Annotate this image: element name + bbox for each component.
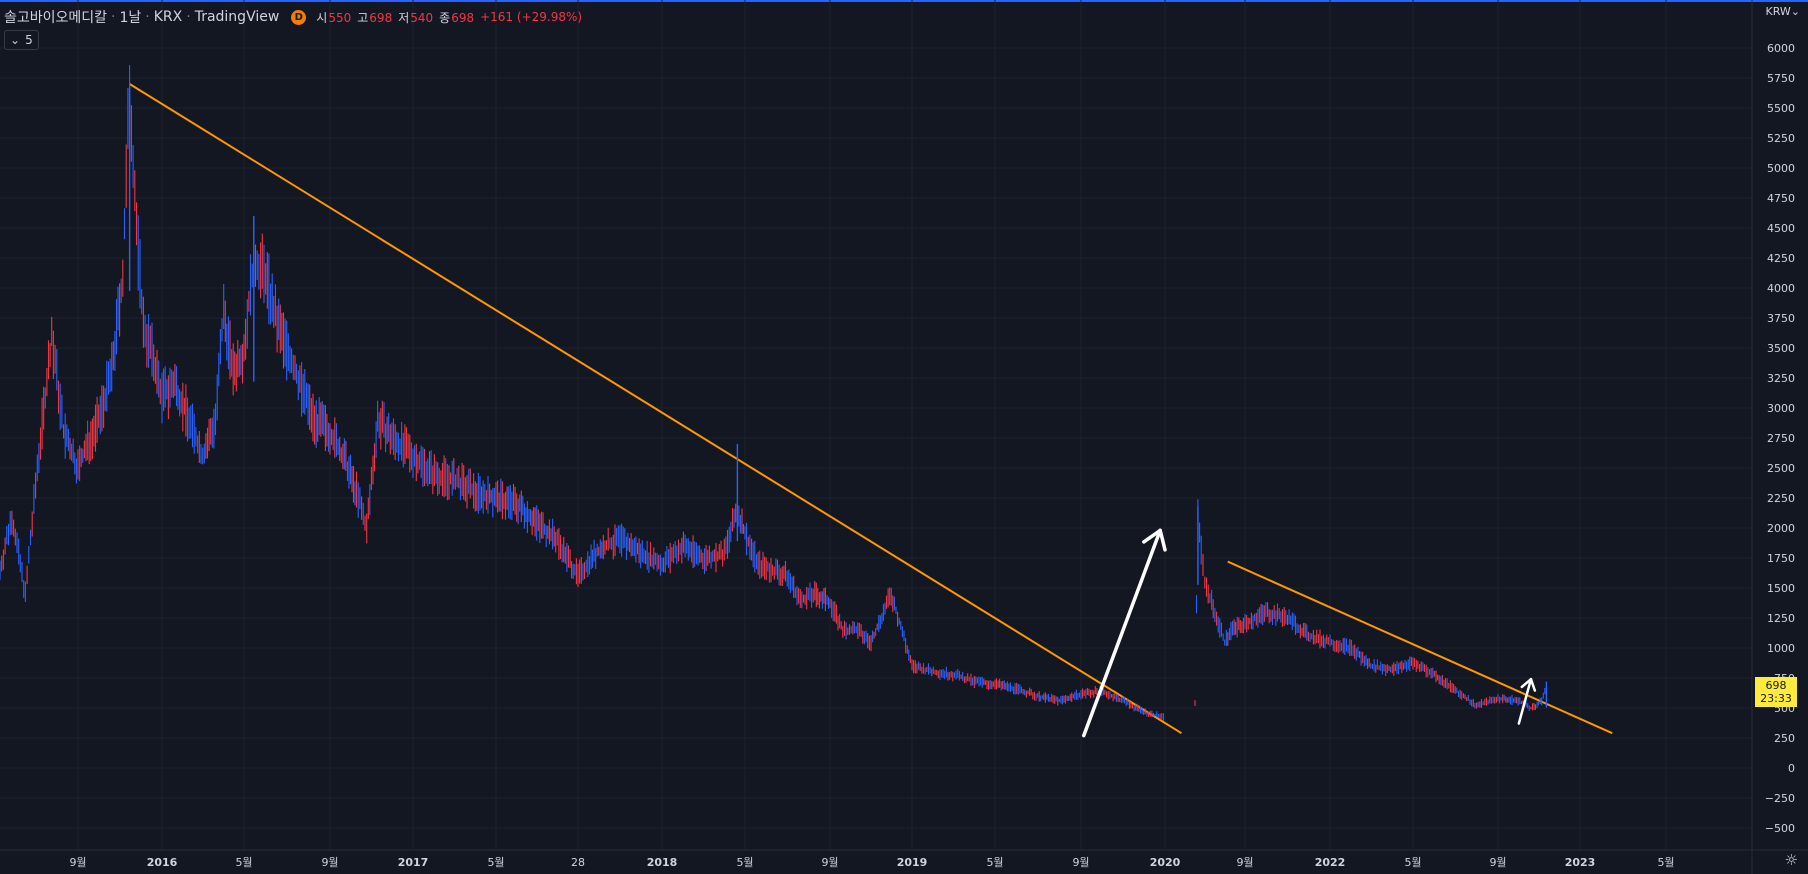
price-series <box>0 65 1548 721</box>
x-tick-label: 5월 <box>235 856 252 869</box>
y-tick-label: 5750 <box>1767 72 1795 85</box>
x-tick-label: 9월 <box>1072 856 1089 869</box>
x-tick-label: 5월 <box>1404 856 1421 869</box>
top-accent-line <box>0 0 1808 2</box>
interval-label[interactable]: 1날 <box>119 10 142 26</box>
arrow-head <box>1158 528 1167 552</box>
ohlc-high: 고698 <box>357 10 393 25</box>
y-tick-label: 0 <box>1788 762 1795 775</box>
indicator-toggle-button[interactable]: ⌄ 5 <box>4 30 39 50</box>
y-tick-label: 2500 <box>1767 462 1795 475</box>
x-tick-label: 9월 <box>821 856 838 869</box>
platform-label: TradingView <box>194 9 280 25</box>
trendlines <box>129 83 1613 735</box>
last-price-tag: 698 23:33 <box>1755 677 1797 707</box>
x-tick-label: 2022 <box>1315 856 1346 869</box>
x-tick-label: 2019 <box>897 856 928 869</box>
y-tick-label: 2750 <box>1767 432 1795 445</box>
arrow-shaft <box>1082 528 1162 738</box>
ohlc-close: 종698 <box>439 10 475 25</box>
y-tick-label: 1500 <box>1767 582 1795 595</box>
indicator-count: 5 <box>25 33 33 47</box>
arrow-head <box>1520 677 1533 689</box>
arrow-head <box>1529 677 1537 692</box>
x-tick-label: 9월 <box>69 856 86 869</box>
trendline <box>129 83 1183 735</box>
arrow-head <box>1142 528 1162 544</box>
x-tick-label: 2017 <box>398 856 429 869</box>
ohlc-open: 시550 <box>316 10 352 25</box>
x-tick-label: 2018 <box>647 856 678 869</box>
x-tick-label: 9월 <box>321 856 338 869</box>
chevron-down-icon: ⌄ <box>1790 5 1800 18</box>
y-tick-label: −500 <box>1765 822 1795 835</box>
x-tick-label: 2016 <box>147 856 178 869</box>
chevron-down-icon: ⌄ <box>10 33 21 47</box>
y-tick-label: 2250 <box>1767 492 1795 505</box>
last-price: 698 <box>1765 679 1787 692</box>
annotation-arrows <box>1082 528 1537 738</box>
y-tick-label: −250 <box>1765 792 1795 805</box>
y-tick-label: 6000 <box>1767 42 1795 55</box>
y-tick-label: 1750 <box>1767 552 1795 565</box>
time-axis: 9월 2016 5월 9월 2017 5월 28 2018 5월 9월 2019 5월 9월 2020 9월… <box>0 849 1808 869</box>
x-tick-label: 5월 <box>487 856 504 869</box>
x-tick-label: 28 <box>571 856 585 869</box>
y-tick-label: 1250 <box>1767 612 1795 625</box>
chart-grid <box>0 0 1752 850</box>
x-tick-label: 2023 <box>1565 856 1596 869</box>
y-tick-label: 3250 <box>1767 372 1795 385</box>
y-tick-label: 4500 <box>1767 222 1795 235</box>
symbol-legend: 솔고바이오메디칼 · 1날 · KRX · TradingView D 시550… <box>4 9 583 26</box>
ohlc-low: 저540 <box>398 10 434 25</box>
y-tick-label: 3000 <box>1767 402 1795 415</box>
price-axis: 6000 5750 5500 5250 5000 4750 4500 4250 4000 3750… <box>1751 0 1795 874</box>
y-tick-label: 4250 <box>1767 252 1795 265</box>
y-tick-label: 5000 <box>1767 162 1795 175</box>
x-tick-label: 5월 <box>986 856 1003 869</box>
x-tick-label: 9월 <box>1489 856 1506 869</box>
y-tick-label: 250 <box>1774 732 1795 745</box>
y-tick-label: 2000 <box>1767 522 1795 535</box>
daily-badge-icon[interactable]: D <box>291 9 307 25</box>
symbol-name[interactable]: 솔고바이오메디칼 <box>4 10 108 26</box>
trendline <box>1227 560 1613 735</box>
y-tick-label: 5500 <box>1767 102 1795 115</box>
y-tick-label: 3500 <box>1767 342 1795 355</box>
settings-gear-icon[interactable]: ☼ <box>1784 851 1798 869</box>
y-tick-label: 5250 <box>1767 132 1795 145</box>
currency-button[interactable]: KRW⌄ <box>1765 5 1800 18</box>
x-tick-label: 9월 <box>1236 856 1253 869</box>
arrow-shaft <box>1517 677 1533 725</box>
y-tick-label: 4000 <box>1767 282 1795 295</box>
exchange-label: KRX <box>153 9 183 25</box>
y-tick-label: 1000 <box>1767 642 1795 655</box>
price-change: +161 (+29.98%) <box>480 10 583 24</box>
x-tick-label: 5월 <box>736 856 753 869</box>
y-tick-label: 3750 <box>1767 312 1795 325</box>
x-tick-label: 2020 <box>1150 856 1181 869</box>
y-tick-label: 4750 <box>1767 192 1795 205</box>
x-tick-label: 5월 <box>1657 856 1674 869</box>
bar-countdown: 23:33 <box>1760 692 1792 705</box>
